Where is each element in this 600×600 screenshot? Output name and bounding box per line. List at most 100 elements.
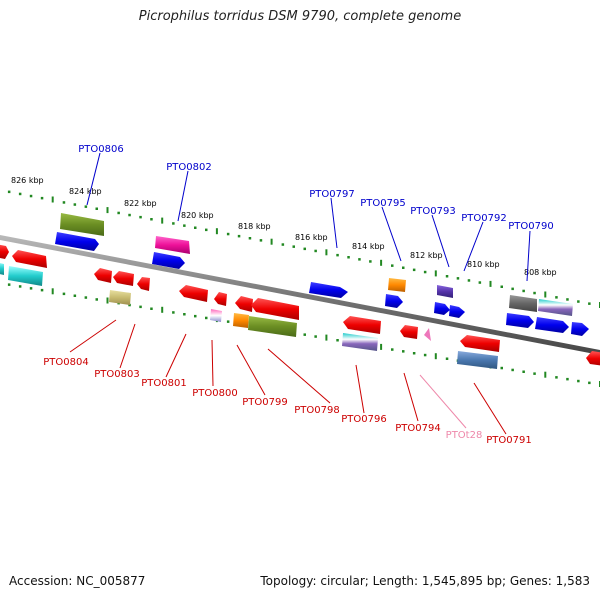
gene-label[interactable]: PTO0799: [242, 397, 287, 408]
gene-upper[interactable]: [0, 244, 9, 259]
scale-minor-tick: [555, 296, 558, 299]
scale-major-tick: [270, 238, 273, 245]
gene-lower[interactable]: [343, 316, 381, 334]
gene-lower[interactable]: [8, 266, 43, 286]
scale-minor-tick: [194, 226, 197, 229]
scale-minor-tick: [259, 239, 263, 242]
gene-PTO0793[interactable]: [437, 285, 453, 298]
gene-label[interactable]: PTO0800: [192, 388, 237, 399]
gene-lower[interactable]: [457, 351, 498, 369]
gene-lower[interactable]: [137, 277, 150, 291]
gene-PTO0796[interactable]: [342, 333, 378, 351]
scale-minor-tick: [150, 218, 153, 221]
scale-label: 814 kbp: [352, 242, 385, 251]
scale-major-tick: [544, 371, 547, 378]
gene-upper[interactable]: [55, 232, 99, 251]
gene-lower[interactable]: [94, 268, 112, 283]
scale-minor-tick: [29, 287, 33, 290]
scale-minor-tick: [226, 320, 230, 323]
gene-label[interactable]: PTO0804: [43, 357, 88, 368]
gene-upper[interactable]: [434, 302, 450, 315]
scale-minor-tick: [456, 277, 460, 280]
gene-PTO0799[interactable]: [235, 296, 253, 312]
gene-upper[interactable]: [152, 252, 185, 269]
scale-major-tick: [434, 270, 437, 277]
gene-upper[interactable]: [571, 322, 589, 336]
gene-PTO0794[interactable]: [400, 325, 418, 339]
gene-label[interactable]: PTO0806: [78, 144, 123, 155]
scale-minor-tick: [588, 381, 591, 385]
gene-label[interactable]: PTO0794: [395, 423, 440, 434]
gene-label[interactable]: PTO0797: [309, 189, 354, 200]
scale-labels: 826 kbp 824 kbp 822 kbp 820 kbp 818 kbp …: [11, 176, 557, 277]
genome-title: Picrophilus torridus DSM 9790, complete …: [138, 9, 462, 24]
leader-lines: [69, 152, 531, 435]
gene-lower[interactable]: [586, 351, 600, 366]
gene-PTO0791[interactable]: [460, 335, 500, 352]
scale-major-tick: [106, 207, 109, 214]
scale-minor-tick: [347, 256, 350, 259]
scale-minor-tick: [194, 314, 197, 318]
scale-minor-tick: [128, 303, 131, 307]
scale-minor-tick: [467, 279, 471, 282]
gene-PTO0806[interactable]: [60, 213, 104, 236]
gene-label[interactable]: PTO0792: [461, 213, 506, 224]
gene-label[interactable]: PTO0790: [508, 221, 553, 232]
gene-PTO0801[interactable]: [179, 285, 208, 302]
scale-minor-tick: [445, 275, 449, 278]
gene-PTO0800[interactable]: [214, 292, 227, 306]
gene-lower[interactable]: [233, 313, 249, 328]
scale-minor-tick: [62, 292, 66, 296]
gene-upper[interactable]: [309, 282, 348, 298]
scale-minor-tick: [314, 249, 317, 253]
scale-minor-tick: [566, 298, 569, 301]
scale-minor-tick: [205, 316, 208, 320]
scale-minor-tick: [84, 205, 88, 208]
gene-lower[interactable]: [251, 298, 299, 320]
scale-major-tick: [215, 228, 218, 235]
gene-label[interactable]: PTO0793: [410, 206, 455, 217]
scale-major-tick: [161, 306, 164, 313]
scale-minor-tick: [150, 307, 153, 310]
scale-label: 822 kbp: [124, 199, 157, 208]
scale-minor-tick: [281, 243, 285, 246]
gene-upper[interactable]: [535, 317, 569, 333]
gene-PTO0795[interactable]: [388, 278, 406, 292]
scale-minor-tick: [358, 258, 361, 261]
gene-upper[interactable]: [506, 313, 534, 328]
scale-major-tick: [161, 217, 164, 224]
scale-minor-tick: [500, 366, 503, 370]
scale-minor-tick: [522, 370, 525, 373]
gene-PTOt28[interactable]: [424, 328, 431, 341]
gene-lower[interactable]: [0, 262, 4, 275]
gene-lower[interactable]: [210, 309, 222, 322]
gene-label[interactable]: PTO0791: [486, 435, 531, 446]
scale-label: 818 kbp: [238, 222, 271, 231]
scale-minor-tick: [369, 260, 372, 263]
gene-PTO0798[interactable]: [248, 316, 297, 337]
gene-label[interactable]: PTO0803: [94, 369, 139, 380]
gene-label[interactable]: PTO0795: [360, 198, 405, 209]
gene-PTO0802[interactable]: [155, 236, 190, 254]
gene-upper[interactable]: [385, 294, 403, 308]
gene-lower[interactable]: [113, 271, 134, 286]
scale-minor-tick: [412, 268, 416, 272]
gene-label[interactable]: PTO0796: [341, 414, 386, 425]
gene-PTO0803[interactable]: [109, 290, 131, 305]
scale-minor-tick: [226, 232, 230, 236]
gene-PTO0790[interactable]: [509, 295, 537, 312]
gene-label[interactable]: PTO0801: [141, 378, 186, 389]
gene-label[interactable]: PTO0798: [294, 405, 339, 416]
scale-minor-tick: [511, 368, 514, 372]
genome-backbone: [0, 234, 600, 356]
scale-minor-tick: [29, 194, 33, 198]
scale-minor-tick: [183, 313, 186, 316]
gene-upper[interactable]: [538, 299, 573, 316]
scale-minor-tick: [7, 190, 11, 194]
gene-lower[interactable]: [12, 250, 47, 268]
gene-label[interactable]: PTOt28: [446, 430, 483, 441]
gene-upper[interactable]: [449, 305, 465, 318]
gene-label[interactable]: PTO0802: [166, 162, 211, 173]
